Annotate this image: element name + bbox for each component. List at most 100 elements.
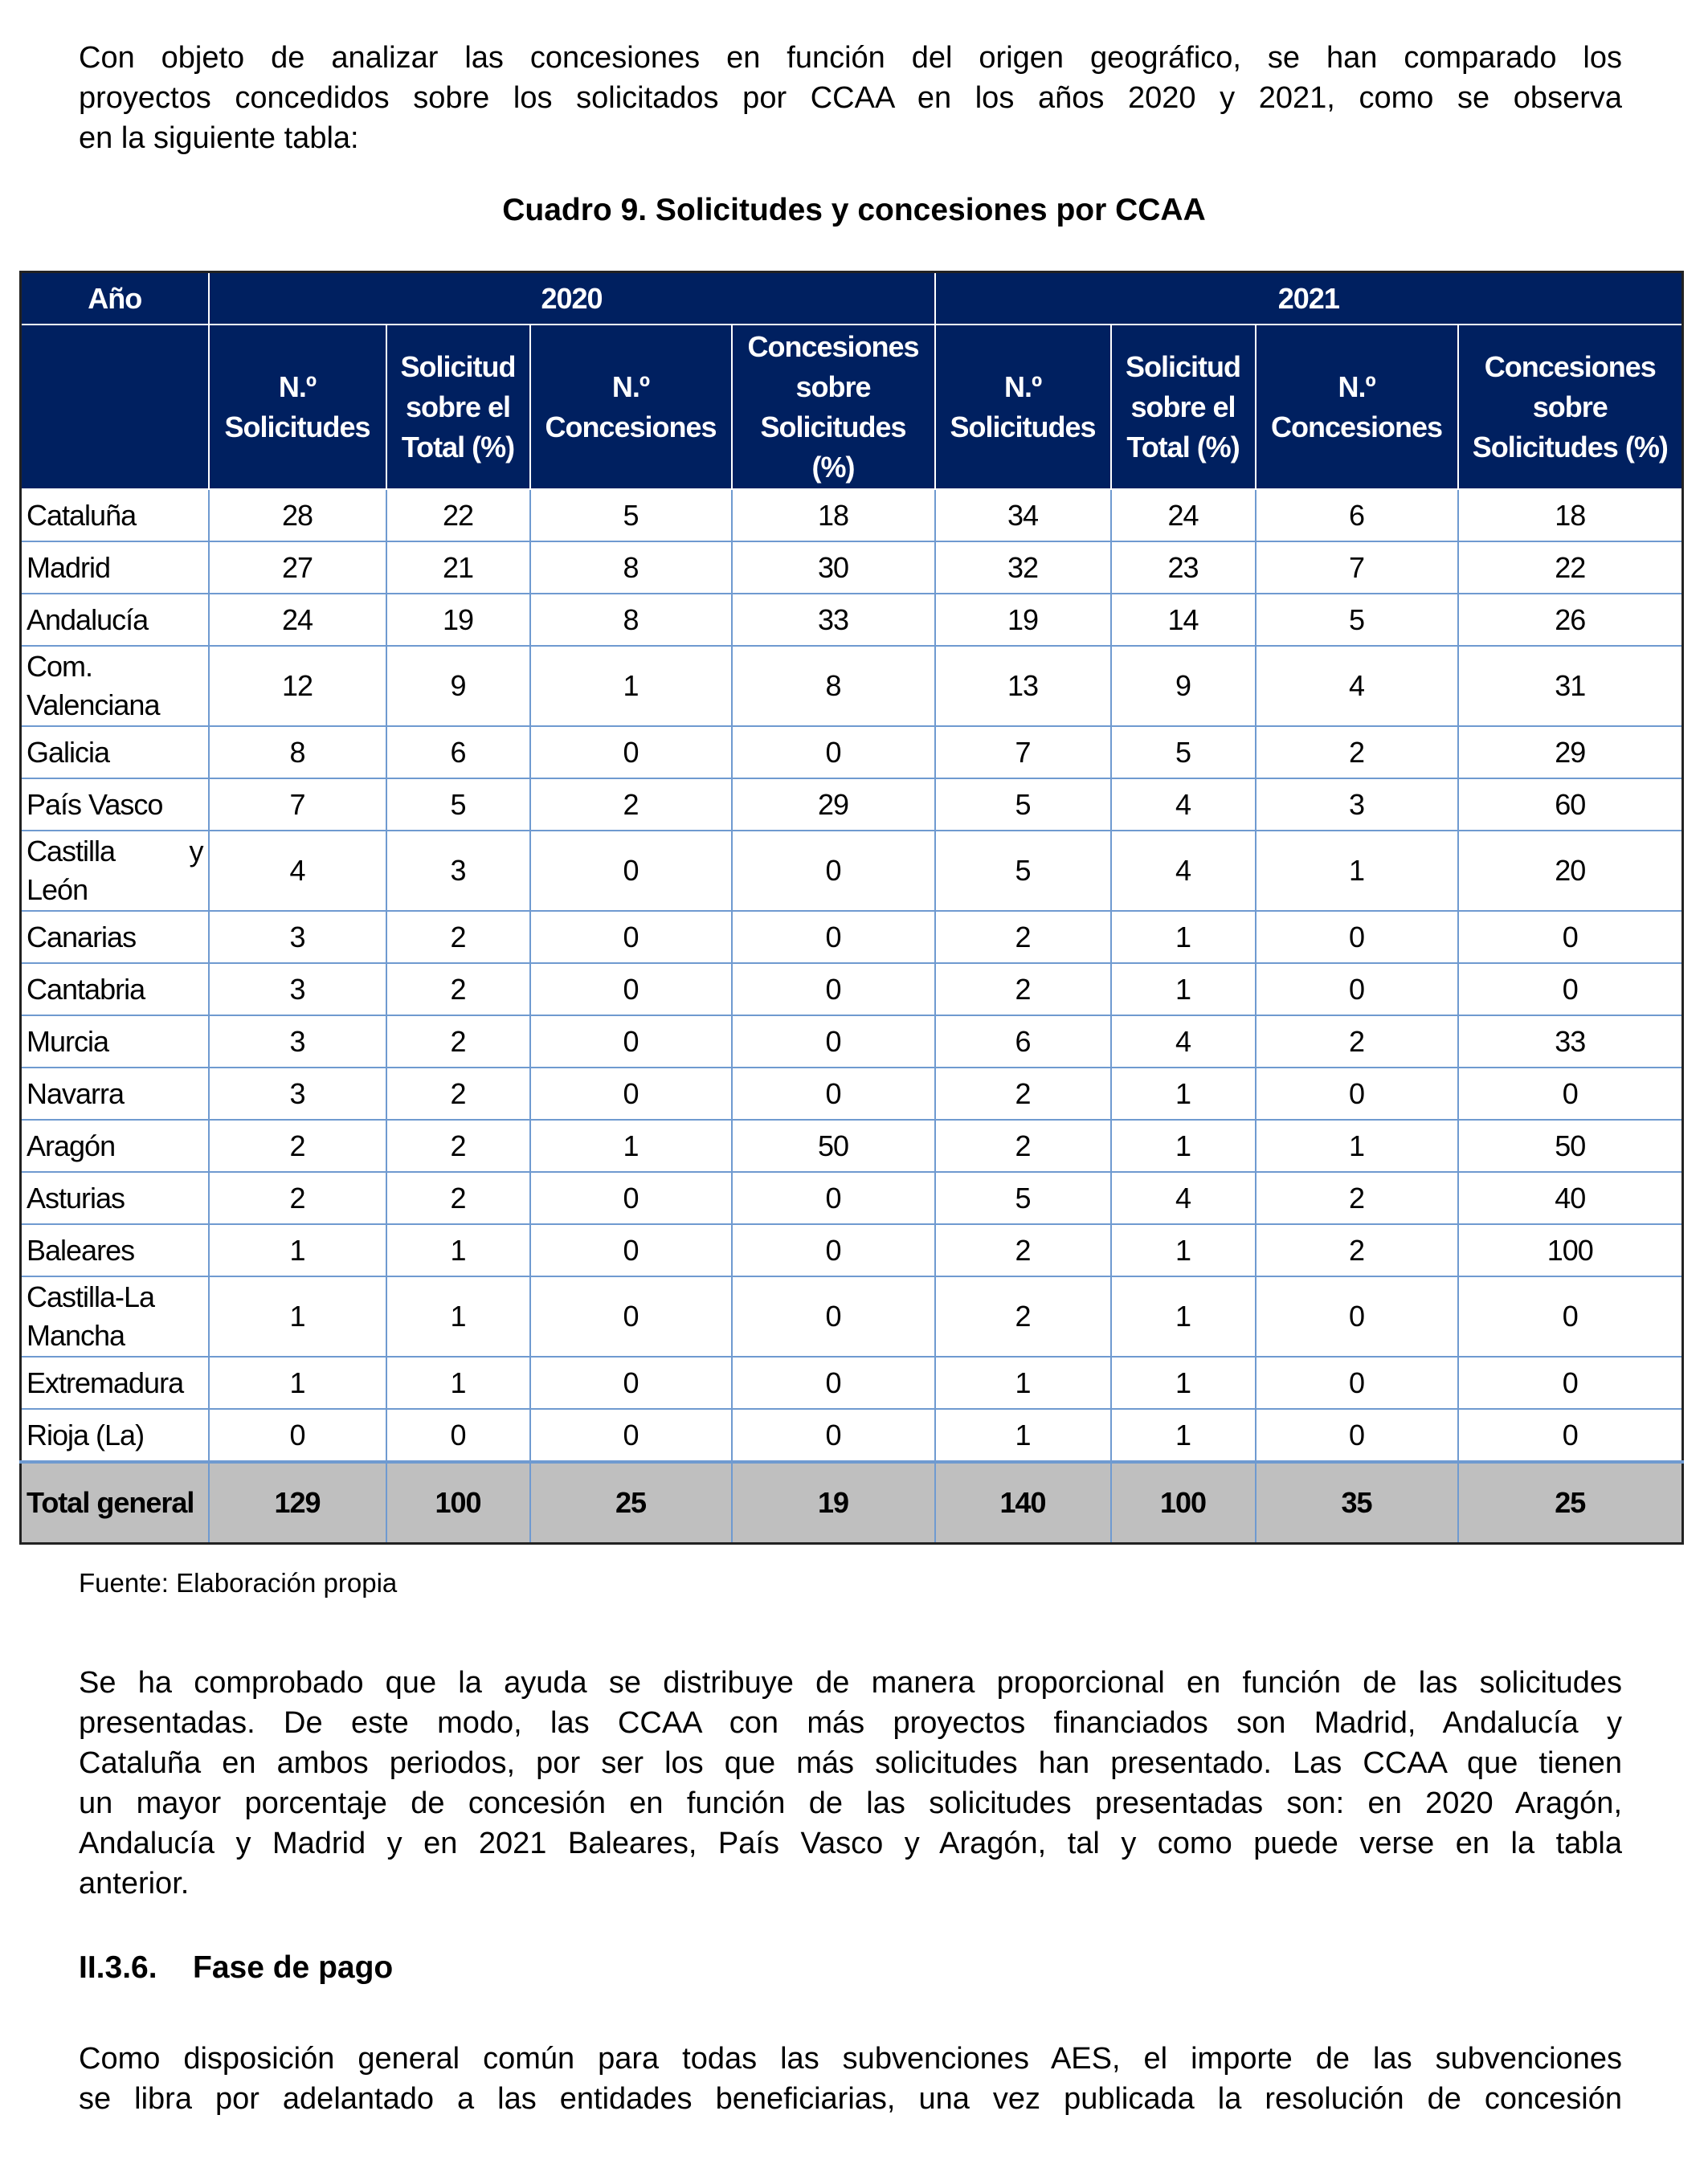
table-row: Castilla-La Mancha 1 1 0 0 2 1 0 0: [19, 1276, 1684, 1358]
year-2021-header: 2021: [934, 271, 1684, 325]
value-cell: 0: [1457, 1408, 1684, 1463]
table-row: Andalucía 24 19 8 33 19 14 5 26: [19, 593, 1684, 647]
value-cell: 0: [1457, 1356, 1684, 1410]
text-line: se libra por adelantado a las entidades …: [79, 2082, 1622, 2116]
column-header: N.º Solicitudes: [207, 324, 387, 490]
region-name: Asturias: [19, 1171, 210, 1225]
value-cell: 50: [730, 1119, 936, 1173]
value-cell: 29: [1457, 725, 1684, 779]
value-cell: 0: [730, 830, 936, 912]
region-name: Total general: [19, 1460, 210, 1545]
region-name: Madrid: [19, 541, 210, 594]
value-cell: 19: [934, 593, 1112, 647]
column-header: Concesiones sobre Solicitudes (%): [1457, 324, 1684, 490]
value-cell: 0: [1254, 1276, 1459, 1358]
value-cell: 18: [730, 488, 936, 542]
value-cell: 1: [1109, 1119, 1256, 1173]
column-header: Concesiones sobre Solicitudes (%): [730, 324, 936, 490]
year-2020-header: 2020: [207, 271, 936, 325]
value-cell: 2: [385, 1067, 531, 1121]
value-cell: 0: [1457, 1276, 1684, 1358]
column-header: N.º Solicitudes: [934, 324, 1112, 490]
value-cell: 1: [1109, 962, 1256, 1016]
value-cell: 34: [934, 488, 1112, 542]
value-cell: 5: [934, 1171, 1112, 1225]
table-title: Cuadro 9. Solicitudes y concesiones por …: [502, 193, 1206, 227]
text-line: Se ha comprobado que la ayuda se distrib…: [79, 1666, 1622, 1700]
value-cell: 2: [934, 1067, 1112, 1121]
table-row: Extremadura 1 1 0 0 1 1 0 0: [19, 1356, 1684, 1410]
value-cell: 1: [1109, 1276, 1256, 1358]
value-cell: 12: [207, 645, 387, 727]
value-cell: 0: [1254, 1408, 1459, 1463]
table-row: Castilla y León 4 3 0 0 5 4 1 20: [19, 830, 1684, 912]
value-cell: 2: [1254, 1223, 1459, 1277]
total-row: Total general 129 100 25 19 140 100 35 25: [19, 1460, 1684, 1545]
value-cell: 0: [730, 1067, 936, 1121]
text-line: Andalucía y Madrid y en 2021 Baleares, P…: [79, 1827, 1622, 1860]
year-header: Año: [19, 271, 210, 325]
text-line: presentadas. De este modo, las CCAA con …: [79, 1706, 1622, 1740]
value-cell: 7: [207, 778, 387, 831]
value-cell: 0: [730, 1356, 936, 1410]
value-cell: 9: [385, 645, 531, 727]
value-cell: 20: [1457, 830, 1684, 912]
value-cell: 24: [1109, 488, 1256, 542]
value-cell: 0: [730, 1223, 936, 1277]
value-cell: 1: [1109, 1408, 1256, 1463]
section-heading: II.3.6. Fase de pago: [79, 1950, 393, 1986]
value-cell: 30: [730, 541, 936, 594]
value-cell: 22: [1457, 541, 1684, 594]
value-cell: 4: [1109, 1171, 1256, 1225]
text-line: Con objeto de analizar las concesiones e…: [79, 41, 1622, 75]
value-cell: 1: [934, 1356, 1112, 1410]
region-name: Andalucía: [19, 593, 210, 647]
value-cell: 1: [1109, 1223, 1256, 1277]
value-cell: 1: [207, 1276, 387, 1358]
value-cell: 2: [385, 910, 531, 964]
value-cell: 19: [730, 1460, 936, 1545]
value-cell: 1: [529, 645, 733, 727]
value-cell: 0: [529, 1223, 733, 1277]
value-cell: 100: [1457, 1223, 1684, 1277]
value-cell: 0: [529, 910, 733, 964]
region-name: País Vasco: [19, 778, 210, 831]
value-cell: 25: [1457, 1460, 1684, 1545]
value-cell: 24: [207, 593, 387, 647]
value-cell: 1: [1109, 1356, 1256, 1410]
value-cell: 0: [1457, 910, 1684, 964]
value-cell: 0: [207, 1408, 387, 1463]
body-paragraph: Como disposición general común para toda…: [79, 2039, 1622, 2119]
value-cell: 0: [730, 1276, 936, 1358]
section-number: II.3.6.: [79, 1950, 157, 1985]
value-cell: 1: [1254, 1119, 1459, 1173]
value-cell: 4: [207, 830, 387, 912]
value-cell: 5: [934, 778, 1112, 831]
region-name: Extremadura: [19, 1356, 210, 1410]
value-cell: 0: [529, 1015, 733, 1068]
text-line: Como disposición general común para toda…: [79, 2042, 1622, 2076]
region-name: Rioja (La): [19, 1408, 210, 1463]
value-cell: 0: [1254, 1356, 1459, 1410]
table-row: Rioja (La) 0 0 0 0 1 1 0 0: [19, 1408, 1684, 1463]
value-cell: 33: [1457, 1015, 1684, 1068]
region-name: Baleares: [19, 1223, 210, 1277]
value-cell: 1: [207, 1223, 387, 1277]
value-cell: 3: [207, 962, 387, 1016]
value-cell: 31: [1457, 645, 1684, 727]
value-cell: 35: [1254, 1460, 1459, 1545]
value-cell: 14: [1109, 593, 1256, 647]
section-title: Fase de pago: [193, 1950, 394, 1985]
value-cell: 0: [730, 910, 936, 964]
region-name: Murcia: [19, 1015, 210, 1068]
value-cell: 4: [1254, 645, 1459, 727]
value-cell: 3: [207, 1015, 387, 1068]
value-cell: 0: [529, 962, 733, 1016]
text-line: anterior.: [79, 1867, 190, 1901]
value-cell: 33: [730, 593, 936, 647]
empty-header: [19, 324, 210, 490]
value-cell: 0: [529, 1356, 733, 1410]
value-cell: 28: [207, 488, 387, 542]
value-cell: 2: [934, 1276, 1112, 1358]
region-name: Canarias: [19, 910, 210, 964]
